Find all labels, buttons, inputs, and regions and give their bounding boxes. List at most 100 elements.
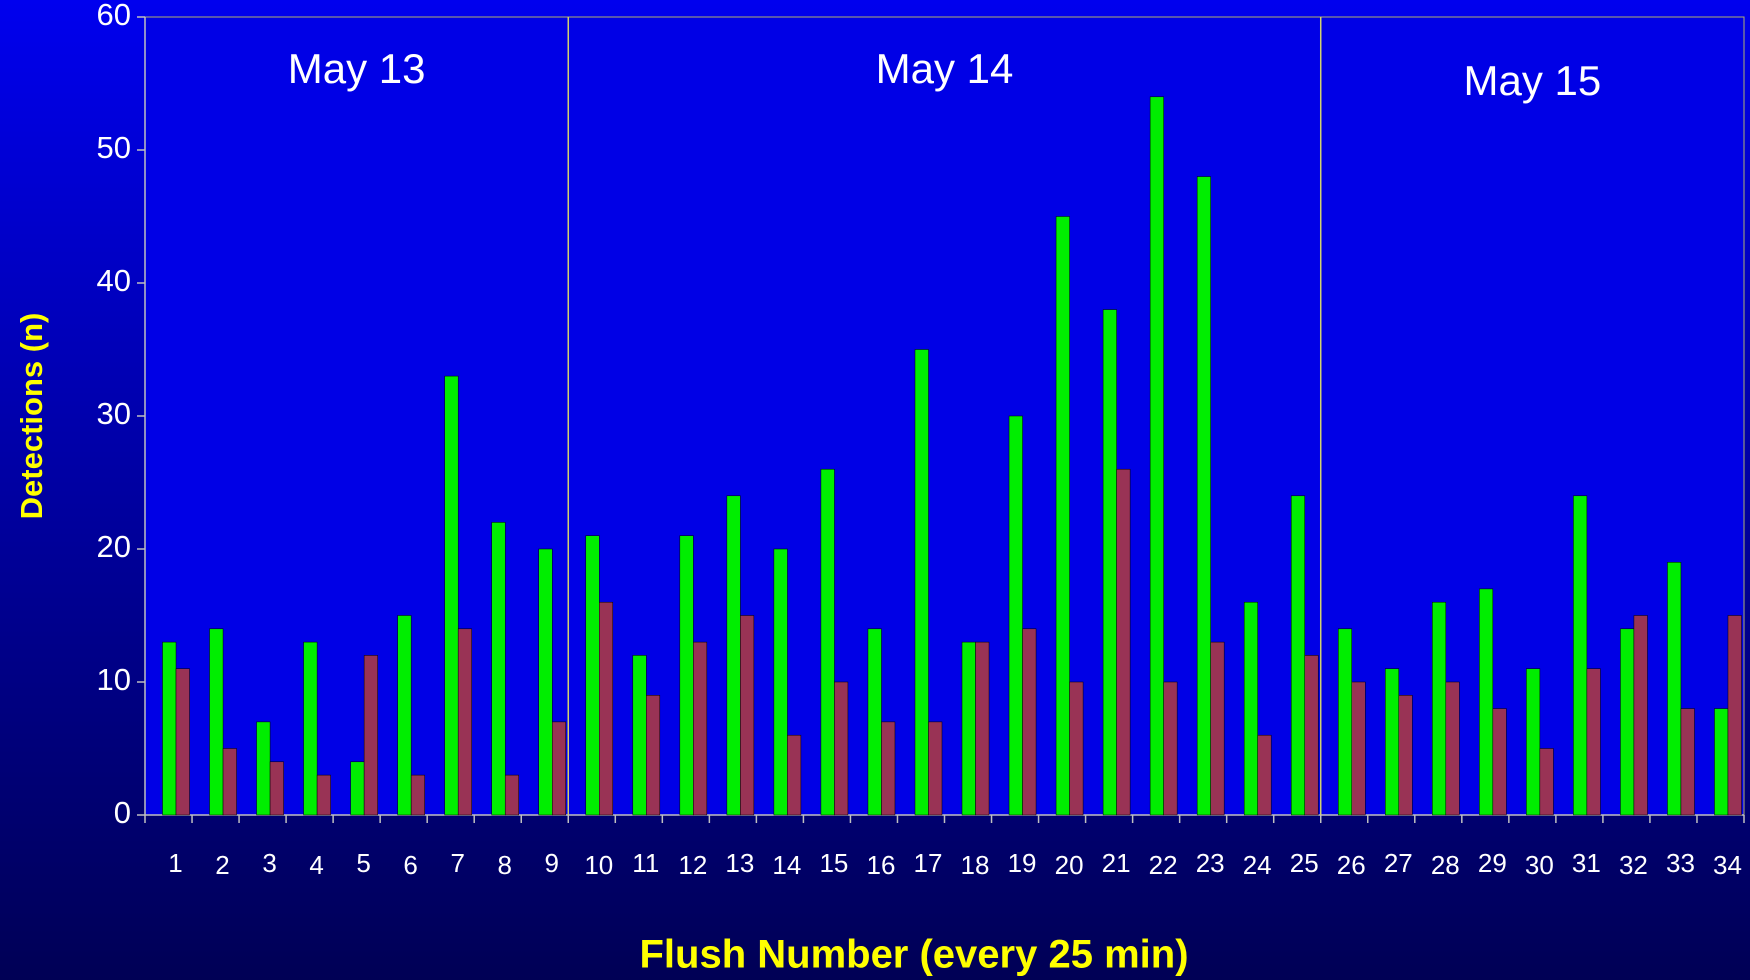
bar [1667, 562, 1682, 816]
x-tick-label: 13 [725, 848, 754, 878]
x-tick-label: 26 [1337, 850, 1366, 880]
y-tick-label: 0 [114, 795, 131, 830]
bar [599, 601, 614, 816]
x-tick-label: 6 [403, 850, 417, 880]
bar [646, 695, 661, 816]
x-tick-label: 7 [450, 848, 464, 878]
bar [491, 522, 506, 816]
bar [632, 655, 647, 816]
bar [726, 495, 741, 816]
bar [397, 615, 412, 816]
x-tick-label: 1 [168, 848, 182, 878]
bar [1526, 668, 1541, 816]
bar [162, 641, 177, 816]
bar [457, 628, 472, 816]
x-tick-label: 10 [584, 850, 613, 880]
bar [1069, 681, 1084, 816]
x-tick-label: 2 [215, 850, 229, 880]
bar [209, 628, 224, 816]
x-tick-label: 12 [678, 850, 707, 880]
y-axis-title: Detections (n) [14, 313, 49, 520]
x-tick-label: 16 [866, 850, 895, 880]
bar [820, 468, 835, 816]
bar [1257, 734, 1272, 816]
x-axis-title: Flush Number (every 25 min) [639, 933, 1188, 977]
bar [1385, 668, 1400, 816]
x-tick-label: 30 [1525, 850, 1554, 880]
x-tick-label: 21 [1102, 848, 1131, 878]
x-tick-label: 9 [545, 848, 559, 878]
bar [787, 734, 802, 816]
bar [1714, 708, 1729, 816]
bar [961, 641, 976, 816]
bar [222, 748, 237, 816]
bar [1432, 601, 1447, 816]
y-tick-label: 50 [97, 130, 131, 165]
x-tick-label: 11 [632, 848, 659, 878]
bar [1727, 615, 1742, 816]
bar [1163, 681, 1178, 816]
x-tick-label: 25 [1290, 848, 1319, 878]
bar [256, 721, 271, 816]
bar [1573, 495, 1588, 816]
bar [269, 761, 284, 816]
x-tick-label: 31 [1572, 848, 1601, 878]
bar [1479, 588, 1494, 816]
bar [914, 349, 929, 816]
x-tick-label: 23 [1196, 848, 1225, 878]
bar [585, 535, 600, 816]
x-tick-label: 34 [1713, 850, 1742, 880]
bar [693, 641, 708, 816]
bar [1586, 668, 1601, 816]
x-tick-label: 28 [1431, 850, 1460, 880]
bar [504, 774, 519, 816]
x-tick-label: 8 [497, 850, 511, 880]
bar [1445, 681, 1460, 816]
x-tick-label: 14 [772, 850, 801, 880]
bar [1196, 176, 1211, 816]
y-tick-label: 10 [97, 662, 131, 697]
bar [881, 721, 896, 816]
bar [1116, 468, 1131, 816]
bar [552, 721, 566, 816]
y-tick-label: 40 [97, 263, 131, 298]
x-tick-label: 32 [1619, 850, 1648, 880]
bar [975, 641, 990, 816]
bar [928, 721, 943, 816]
bar [350, 761, 365, 816]
x-tick-label: 33 [1666, 848, 1695, 878]
period-label: May 14 [876, 45, 1014, 92]
bar [175, 668, 190, 816]
x-tick-label: 18 [961, 850, 990, 880]
bar [773, 548, 788, 816]
x-tick-label: 15 [819, 848, 848, 878]
period-label: May 15 [1464, 57, 1602, 104]
x-tick-label: 22 [1149, 850, 1178, 880]
bar [1398, 695, 1413, 816]
bar [1338, 628, 1352, 816]
period-label: May 13 [288, 45, 426, 92]
bar [1243, 601, 1258, 816]
x-tick-label: 4 [309, 850, 323, 880]
bar [1149, 96, 1164, 816]
plot-area [144, 16, 1745, 816]
bar [1620, 628, 1635, 816]
x-tick-label: 27 [1384, 848, 1413, 878]
bar [410, 774, 425, 816]
bar [444, 375, 459, 816]
bar [1680, 708, 1695, 816]
x-tick-label: 24 [1243, 850, 1272, 880]
bar [1102, 309, 1117, 816]
x-tick-label: 29 [1478, 848, 1507, 878]
bar [679, 535, 694, 816]
bar [1055, 216, 1070, 816]
bar [1539, 748, 1554, 816]
bar [316, 774, 331, 816]
x-tick-label: 17 [914, 848, 943, 878]
bar [834, 681, 849, 816]
bar [1008, 415, 1023, 816]
bar [1290, 495, 1305, 816]
bar [1210, 641, 1225, 816]
